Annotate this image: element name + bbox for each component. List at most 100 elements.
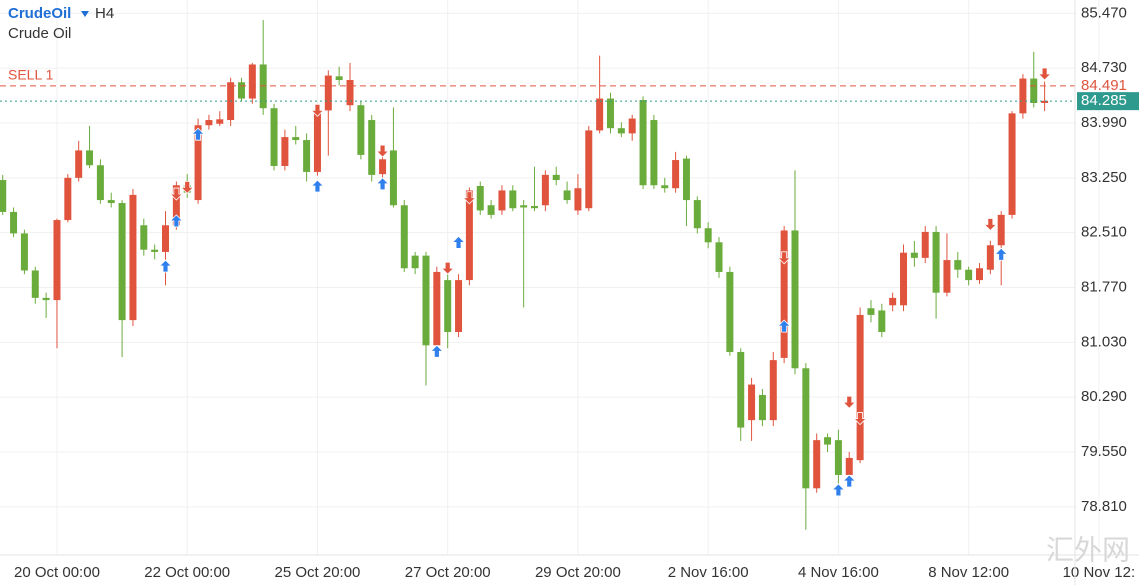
candle-body (520, 205, 528, 208)
candle-body (639, 100, 647, 186)
candle-body (444, 280, 452, 332)
candle-body (270, 108, 278, 166)
candle-body (86, 150, 94, 166)
candle-body (292, 137, 300, 141)
sell-signal (375, 144, 390, 158)
candle-body (476, 185, 484, 211)
candle-body (1019, 78, 1027, 114)
candle-body (487, 205, 495, 215)
candle-body (585, 130, 593, 209)
x-tick-label: 25 Oct 20:00 (275, 564, 361, 581)
candle-body (606, 98, 614, 129)
candle-body (921, 231, 929, 258)
buy-signal (994, 247, 1009, 261)
candle-body (1041, 100, 1049, 103)
price-tag (1077, 92, 1139, 111)
candle-body (596, 98, 604, 131)
y-tick-label: 81.030 (1081, 333, 1127, 350)
candle-body (335, 76, 343, 81)
candle-body (1030, 78, 1038, 103)
price-tag-label: 84.491 (1081, 77, 1127, 94)
symbol[interactable]: CrudeOil (8, 5, 71, 22)
candle-body (368, 120, 376, 175)
candle-body (346, 80, 354, 106)
price-tag-label: 84.285 (1081, 92, 1127, 109)
candle-body (216, 119, 224, 124)
buy-signal (169, 214, 184, 228)
sell-signal (1037, 67, 1052, 81)
buy-signal (831, 483, 846, 497)
candle-body (661, 185, 669, 189)
y-tick-label: 85.470 (1081, 4, 1127, 21)
buy-signal (191, 127, 206, 141)
candle-body (889, 297, 897, 306)
candle-body (237, 82, 245, 99)
price-tag (1077, 76, 1139, 95)
y-tick-label: 79.550 (1081, 443, 1127, 460)
candle-body (628, 118, 636, 134)
y-tick-label: 81.770 (1081, 278, 1127, 295)
sell-signal (180, 180, 195, 194)
candle-body (813, 440, 821, 489)
candle-body (975, 268, 983, 281)
candle-body (118, 203, 126, 321)
candle-body (910, 252, 918, 258)
timeframe[interactable]: H4 (95, 5, 114, 22)
instrument-name: Crude Oil (8, 25, 71, 42)
candle-body (824, 437, 832, 445)
x-tick-label: 27 Oct 20:00 (405, 564, 491, 581)
candle-body (194, 125, 202, 201)
candle-body (878, 310, 886, 332)
candle-body (75, 150, 83, 178)
candle-body (389, 150, 397, 206)
candle-body (172, 185, 180, 226)
y-tick-label: 84.730 (1081, 59, 1127, 76)
candle-body (400, 205, 408, 269)
buy-signal (451, 235, 466, 249)
candle-body (20, 233, 28, 271)
candle-body (64, 177, 72, 221)
candle-body (856, 314, 864, 461)
candle-body (900, 252, 908, 306)
candle-body (140, 225, 148, 250)
candle-body (780, 230, 788, 358)
candle-body (672, 160, 680, 189)
candle-body (129, 194, 137, 321)
candle-body (574, 188, 582, 211)
x-tick-label: 29 Oct 20:00 (535, 564, 621, 581)
candle-body (715, 242, 723, 272)
candle-body (10, 211, 18, 234)
candle-body (422, 255, 430, 346)
buy-signal (310, 179, 325, 193)
y-tick-label: 82.510 (1081, 224, 1127, 241)
candle-body (650, 120, 658, 186)
candle-body (313, 110, 321, 172)
candle-body (617, 128, 625, 134)
candle-body (53, 220, 61, 301)
buy-signal (777, 319, 792, 333)
candle-body (791, 230, 799, 369)
candle-body (1008, 113, 1016, 215)
candle-body (324, 75, 332, 111)
candle-body (737, 351, 745, 428)
candle-body (379, 159, 387, 175)
candle-body (281, 137, 289, 166)
candle-body (802, 368, 810, 489)
y-tick-label: 78.810 (1081, 498, 1127, 515)
candle-body (531, 205, 539, 209)
candle-body (248, 64, 256, 99)
candle-body (943, 260, 951, 293)
candle-body (965, 269, 973, 281)
candle-body (455, 280, 463, 332)
candle-body (357, 105, 365, 155)
candle-body (465, 190, 473, 281)
candle-body (997, 214, 1005, 246)
candle-body (682, 158, 690, 201)
candle-body (433, 271, 441, 346)
sell-signal (842, 395, 857, 409)
watermark: 汇外网 (1046, 534, 1130, 565)
candle-body (151, 249, 159, 252)
dropdown-icon[interactable] (81, 11, 89, 17)
buy-signal (429, 344, 444, 358)
